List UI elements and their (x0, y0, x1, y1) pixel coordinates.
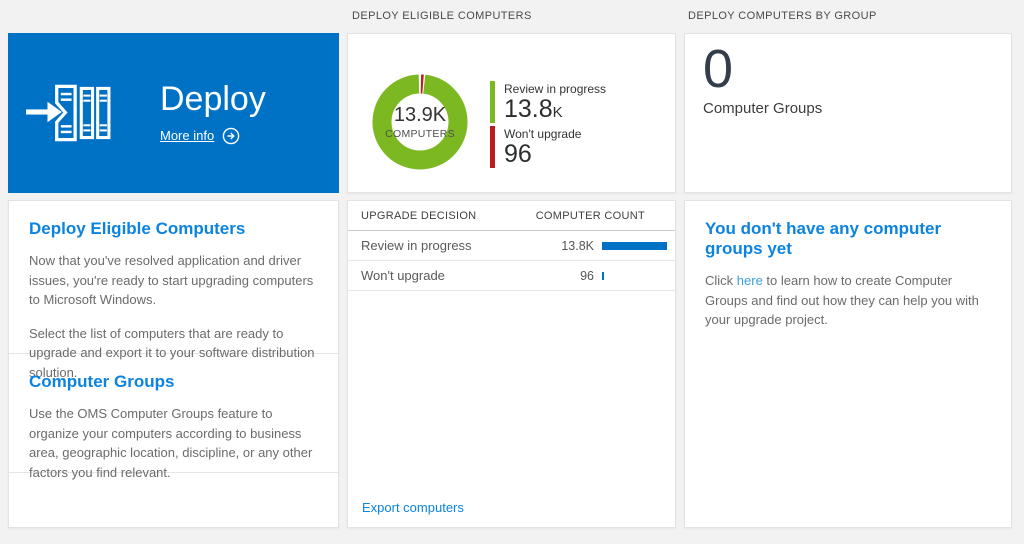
count-bar (602, 241, 667, 250)
export-computers-link[interactable]: Export computers (362, 500, 464, 515)
section-paragraph: Use the OMS Computer Groups feature to o… (29, 406, 313, 480)
legend-swatch-red (490, 125, 495, 168)
section-divider (9, 353, 338, 354)
section-divider (9, 472, 338, 473)
caption-deploy-eligible-computers: DEPLOY ELIGIBLE COMPUTERS (352, 10, 532, 22)
legend-swatch-green (490, 80, 495, 123)
legend-value: 96 (504, 139, 532, 168)
legend-item-wont-upgrade: Won't upgrade 96 (490, 125, 606, 168)
column-header-upgrade-decision: UPGRADE DECISION (361, 210, 477, 222)
empty-state-text-suffix: to learn how to create Computer Groups a… (705, 273, 979, 327)
cell-decision[interactable]: Won't upgrade (361, 268, 445, 283)
donut-chart-svg (372, 74, 468, 170)
here-link[interactable]: here (736, 273, 763, 288)
deploy-servers-arrow-icon (26, 84, 111, 142)
upgrade-decision-donut-chart: 13.9K COMPUTERS (372, 74, 468, 170)
count-bar (602, 271, 604, 280)
legend-item-review-in-progress: Review in progress 13.8K (490, 80, 607, 123)
legend-value-suffix: K (552, 103, 563, 121)
section-heading: Computer Groups (29, 372, 175, 391)
computer-groups-count: 0 (703, 39, 734, 99)
deploy-tile: Deploy More info (8, 33, 339, 193)
table-row-review-in-progress[interactable]: Review in progress 13.8K (348, 231, 675, 261)
section-paragraph: Now that you've resolved application and… (29, 253, 314, 307)
deploy-info-card: Deploy Eligible Computers Now that you'v… (8, 200, 339, 528)
section-deploy-eligible-computers: Deploy Eligible Computers Now that you'v… (9, 201, 338, 380)
computer-groups-count-label: Computer Groups (703, 100, 823, 117)
arrow-right-circle-icon[interactable] (222, 127, 240, 145)
cell-decision[interactable]: Review in progress (361, 238, 472, 253)
empty-state-text-prefix: Click (705, 273, 737, 288)
eligible-computers-chart-card: 13.9K COMPUTERS Review in progress 13.8K… (347, 33, 676, 193)
section-heading: Deploy Eligible Computers (29, 219, 246, 238)
caption-deploy-computers-by-group: DEPLOY COMPUTERS BY GROUP (688, 10, 877, 22)
table-row-wont-upgrade[interactable]: Won't upgrade 96 (348, 261, 675, 291)
more-info-label[interactable]: More info (160, 128, 215, 144)
chart-legend: Review in progress 13.8K Won't upgrade 9… (490, 80, 607, 168)
legend-value: 13.8 (504, 94, 553, 123)
legend-label: Won't upgrade (504, 126, 582, 141)
cell-count: 13.8K (561, 238, 594, 253)
upgrade-decision-table-card: UPGRADE DECISION COMPUTER COUNT Review i… (347, 200, 676, 528)
legend-label: Review in progress (504, 81, 607, 96)
empty-state-heading: You don't have any computer groups yet (705, 219, 942, 258)
donut-total-value: 13.9K (393, 104, 447, 126)
computer-groups-count-card: 0 Computer Groups (684, 33, 1012, 193)
section-computer-groups: Computer Groups Use the OMS Computer Gro… (9, 354, 338, 480)
cell-count: 96 (580, 268, 594, 283)
deploy-title: Deploy (160, 80, 266, 119)
computer-groups-empty-card: You don't have any computer groups yet C… (684, 200, 1012, 528)
column-header-computer-count: COMPUTER COUNT (535, 210, 645, 222)
more-info-link[interactable]: More info (160, 127, 266, 145)
section-paragraph: Select the list of computers that are re… (29, 325, 315, 380)
table-header-row: UPGRADE DECISION COMPUTER COUNT (348, 201, 675, 231)
empty-state-text: Click here to learn how to create Comput… (705, 271, 991, 330)
donut-total-label: COMPUTERS (385, 128, 455, 140)
